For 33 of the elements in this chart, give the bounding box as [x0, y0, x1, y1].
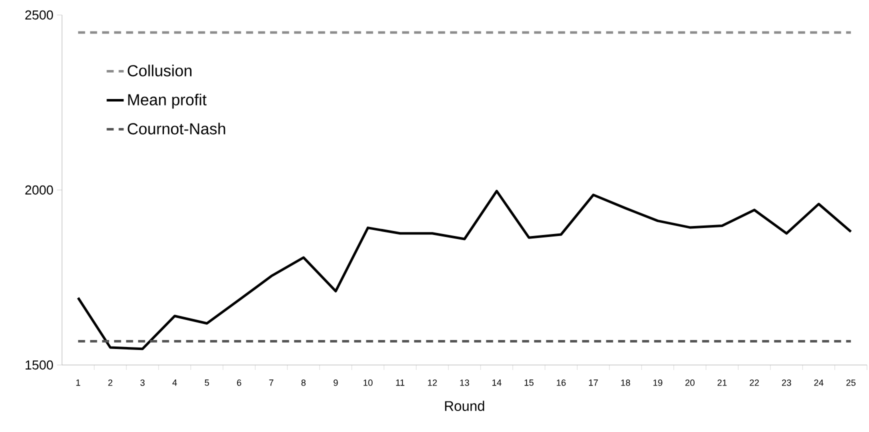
x-tick-label: 22: [750, 380, 759, 386]
legend-label: Mean profit: [128, 94, 207, 109]
x-tick-label: 12: [428, 380, 437, 386]
x-tick-label: 18: [621, 380, 630, 386]
x-tick-label: 25: [846, 380, 856, 386]
y-tick-label: 2000: [25, 185, 53, 195]
x-tick-label: 15: [524, 380, 534, 386]
x-axis-title: Round: [445, 400, 484, 411]
x-tick-label: 9: [334, 380, 338, 386]
x-tick-label: 14: [492, 380, 502, 386]
legend-label: Cournot-Nash: [128, 122, 226, 134]
x-tick-label: 6: [237, 380, 242, 386]
legend-label: Collusion: [128, 64, 192, 76]
x-tick-label: 13: [460, 380, 470, 386]
x-tick-label: 4: [172, 380, 177, 386]
x-tick-label: 2: [108, 380, 112, 386]
x-tick-label: 10: [364, 380, 373, 386]
x-tick-label: 16: [556, 380, 566, 386]
x-tick-label: 7: [269, 380, 274, 386]
x-tick-label: 23: [782, 380, 792, 386]
x-tick-label: 19: [653, 380, 662, 386]
y-tick-label: 2500: [25, 10, 53, 20]
x-tick-label: 8: [301, 380, 306, 386]
x-tick-label: 24: [814, 380, 824, 386]
x-tick-label: 20: [685, 380, 695, 386]
x-tick-label: 3: [140, 380, 145, 386]
x-tick-label: 17: [589, 380, 598, 386]
x-tick-label: 21: [718, 380, 727, 386]
x-tick-label: 1: [76, 380, 80, 386]
line-series: [76, 190, 852, 350]
x-tick-label: 5: [204, 380, 210, 386]
x-tick-label: 11: [396, 380, 404, 386]
y-tick-label: 1500: [26, 360, 53, 370]
